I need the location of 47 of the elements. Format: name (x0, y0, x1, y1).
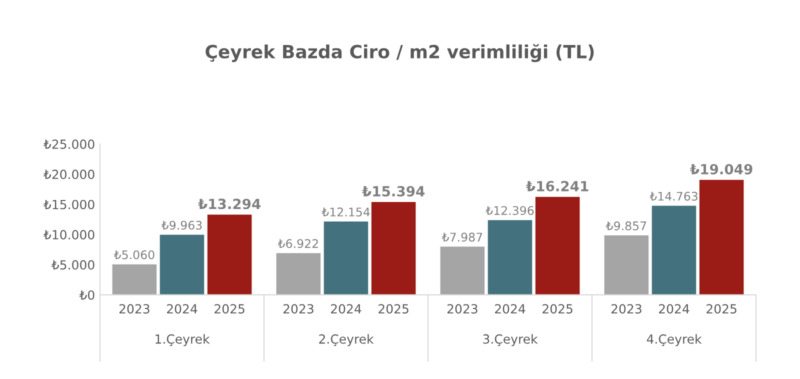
text: 2025 (706, 304, 736, 314)
x-tick-label: 2.Çeyrek (319, 334, 374, 346)
data-label: ₺7.987 (442, 232, 482, 242)
bar (207, 214, 252, 295)
text: 2024 (331, 304, 362, 314)
bar (160, 234, 204, 295)
bar (324, 222, 368, 295)
bar (440, 246, 485, 295)
y-tick-label: ₺10.000 (44, 230, 94, 240)
bar (112, 264, 157, 295)
text: 2025 (378, 304, 408, 314)
bar (488, 220, 532, 295)
text: 2023 (611, 304, 642, 314)
bar (699, 180, 744, 295)
chart-title: Çeyrek Bazda Ciro / m2 verimliliği (TL) (206, 44, 594, 62)
series-label: 2023 (119, 304, 150, 314)
x-tick-label: 3.Çeyrek (483, 334, 538, 346)
data-label: ₺15.394 (362, 186, 425, 197)
y-tick-label: ₺0 (79, 290, 94, 300)
data-label: ₺5.060 (114, 250, 154, 260)
data-label: ₺9.963 (161, 220, 202, 230)
y-tick-label: ₺15.000 (44, 200, 94, 210)
data-label: ₺19.049 (690, 164, 752, 174)
y-tick-label: ₺5.000 (51, 260, 94, 270)
x-tick-label: 1.Çeyrek (156, 334, 210, 346)
bar (276, 253, 321, 295)
text: 2025 (542, 304, 572, 314)
data-label: ₺14.763 (650, 192, 698, 201)
y-tick-label: ₺25.000 (44, 139, 94, 149)
text: 2024 (495, 304, 526, 314)
series-label: 2025 (214, 304, 244, 314)
text: 2023 (447, 304, 478, 314)
y-tick-label: ₺20.000 (44, 170, 94, 180)
x-tick-label: 4.Çeyrek (646, 334, 702, 346)
data-label: ₺9.857 (606, 221, 646, 230)
series-label: 2024 (167, 304, 198, 314)
bar (371, 202, 416, 295)
data-label: ₺6.922 (278, 239, 318, 248)
text: 2024 (659, 304, 690, 314)
bar (604, 235, 649, 295)
data-label: ₺12.396 (486, 206, 534, 216)
data-label: ₺13.294 (198, 198, 261, 210)
bar (535, 196, 580, 295)
data-label: ₺12.154 (322, 208, 370, 216)
bar (652, 206, 696, 295)
data-label: ₺16.241 (526, 180, 588, 192)
text: 2023 (283, 304, 314, 314)
